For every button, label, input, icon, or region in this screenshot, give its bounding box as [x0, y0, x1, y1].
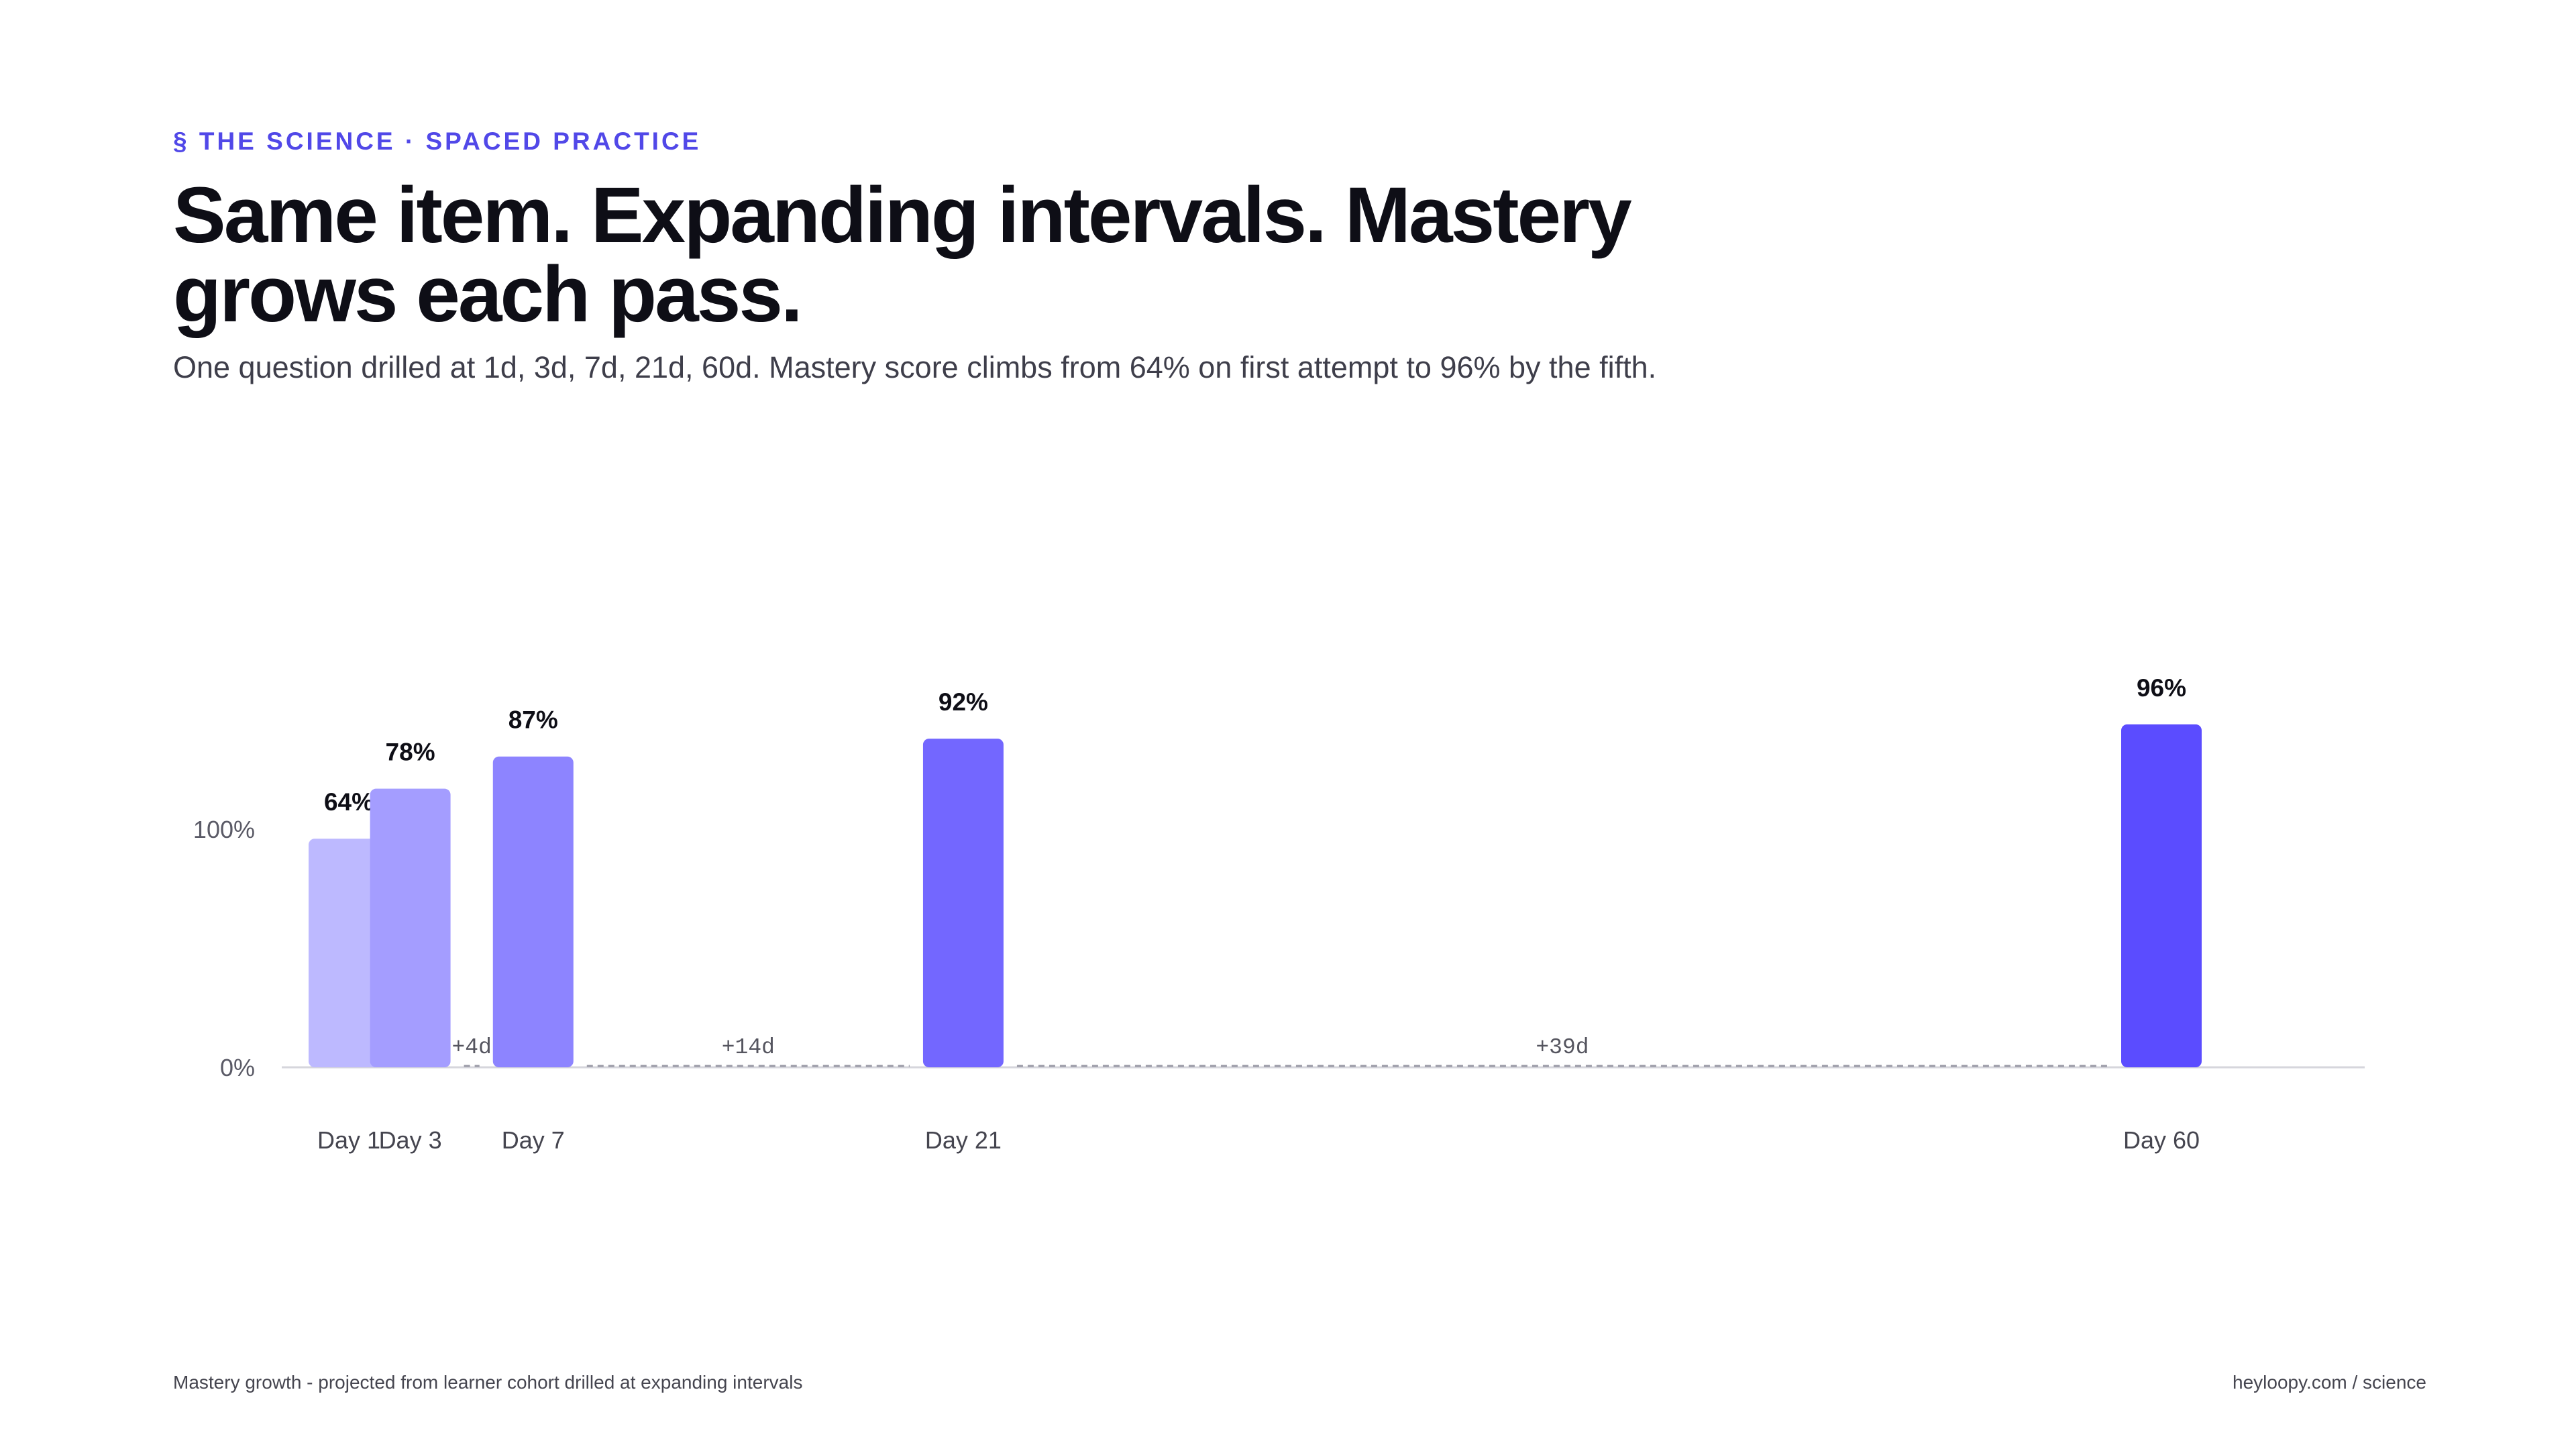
bar-3	[370, 788, 451, 1067]
footer-caption: Mastery growth - projected from learner …	[173, 1372, 803, 1393]
interval-label-1: +4d	[451, 1035, 491, 1060]
bar-1	[309, 839, 389, 1067]
value-label-7: 87%	[508, 706, 558, 734]
interval-label-2: +14d	[722, 1035, 775, 1060]
page-title: Same item. Expanding intervals. Mastery …	[173, 171, 1632, 339]
bar-7	[492, 756, 574, 1067]
y-tick-label-1: 100%	[193, 816, 255, 843]
category-label-60: Day 60	[2123, 1126, 2200, 1154]
category-label-3: Day 3	[379, 1126, 442, 1154]
page-subtitle: One question drilled at 1d, 3d, 7d, 21d,…	[173, 350, 1657, 384]
value-label-1: 64%	[324, 788, 374, 816]
category-label-21: Day 21	[925, 1126, 1002, 1154]
interval-label-3: +39d	[1536, 1035, 1589, 1060]
bar-21	[922, 739, 1004, 1067]
bar-60	[2121, 724, 2202, 1067]
y-tick-label-0: 0%	[220, 1054, 255, 1081]
value-label-60: 96%	[2137, 674, 2186, 702]
category-label-1: Day 1	[317, 1126, 380, 1154]
value-label-3: 78%	[386, 739, 435, 766]
footer-source: heyloopy.com / science	[2233, 1372, 2426, 1393]
value-label-21: 92%	[938, 688, 988, 716]
category-label-7: Day 7	[502, 1126, 565, 1154]
eyebrow: § THE SCIENCE · SPACED PRACTICE	[173, 127, 702, 155]
